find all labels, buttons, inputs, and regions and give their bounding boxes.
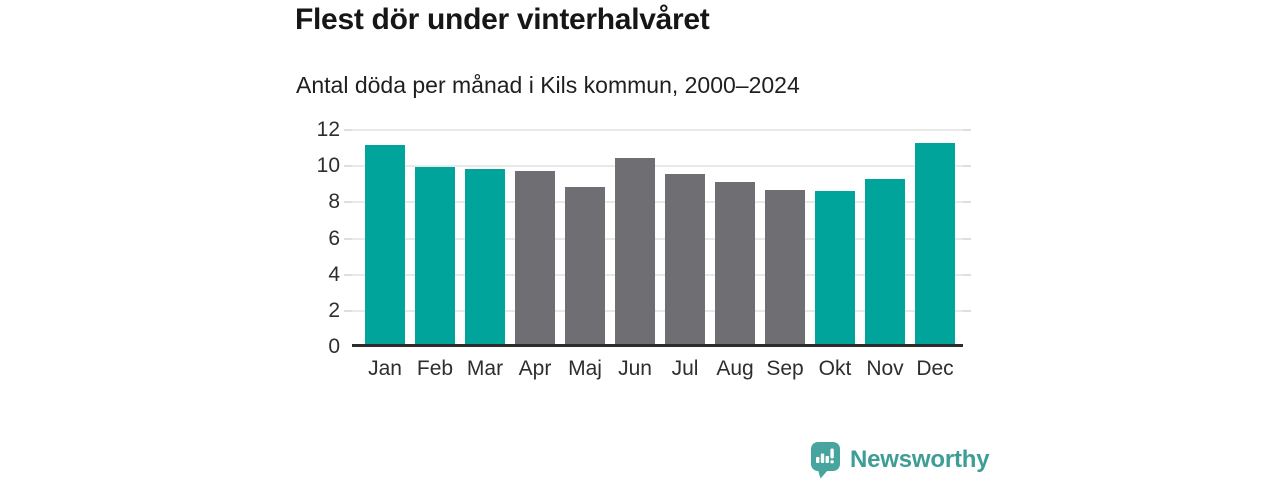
gridline-y12 [352, 129, 963, 131]
bar-aug [715, 182, 755, 344]
x-axis-label-jan: Jan [368, 357, 402, 380]
newsworthy-logo[interactable]: Newsworthy [810, 441, 990, 479]
bar-feb [415, 166, 455, 344]
x-axis-label-maj: Maj [568, 357, 602, 380]
y-axis-label-4: 4 [328, 262, 340, 286]
x-axis-label-apr: Apr [518, 357, 552, 380]
x-axis-label-jun: Jun [618, 357, 652, 380]
x-axis-label-feb: Feb [416, 357, 454, 380]
y-axis-label-12: 12 [316, 118, 340, 141]
y-axis-label-0: 0 [328, 335, 340, 358]
newsworthy-brand-text: Newsworthy [850, 446, 990, 473]
left-tick-y12 [344, 129, 352, 131]
x-axis-label-jul: Jul [671, 357, 699, 380]
bar-mar [465, 168, 505, 344]
bar-jan [365, 145, 405, 344]
bar-okt [815, 191, 855, 344]
right-tick-y10 [963, 165, 971, 168]
left-tick-y8 [344, 201, 352, 204]
left-tick-y10 [344, 165, 352, 168]
chart-subtitle: Antal döda per månad i Kils kommun, 2000… [296, 72, 800, 98]
bar-sep [765, 190, 805, 344]
left-tick-y6 [344, 237, 352, 240]
gridline-y2 [352, 309, 963, 312]
y-axis-label-8: 8 [328, 190, 340, 214]
gridline-y4 [352, 273, 963, 276]
x-axis-label-mar: Mar [466, 357, 504, 380]
y-axis-label-10: 10 [316, 154, 340, 178]
x-axis-label-nov: Nov [866, 357, 904, 380]
bar-jun [615, 157, 655, 344]
chart-title: Flest dör under vinterhalvåret [295, 3, 710, 36]
bar-maj [565, 186, 605, 344]
gridline-y10 [352, 165, 963, 168]
newsworthy-bar-chart-bubble-icon [811, 442, 840, 479]
left-tick-y4 [344, 273, 352, 276]
x-axis-label-dec: Dec [916, 357, 954, 380]
bar-apr [515, 171, 555, 344]
gridline-y6 [352, 237, 963, 240]
y-axis-label-2: 2 [328, 298, 340, 322]
left-tick-y2 [344, 309, 352, 312]
right-tick-y2 [963, 309, 971, 312]
bar-nov [865, 178, 905, 344]
right-tick-y6 [963, 237, 971, 240]
bar-jul [665, 174, 705, 344]
right-tick-y4 [963, 273, 971, 276]
x-axis-label-sep: Sep [766, 357, 804, 380]
x-axis-label-okt: Okt [818, 357, 852, 380]
right-tick-y12 [963, 129, 971, 131]
bar-dec [915, 143, 955, 344]
bar-chart-plot-area: 0 2 4 6 8 10 12 Jan Feb Mar Apr Maj Jun Jul Aug Sep Okt N… [317, 118, 971, 380]
y-axis-label-6: 6 [328, 226, 340, 250]
right-tick-y8 [963, 201, 971, 204]
gridline-y8 [352, 201, 963, 204]
x-axis-label-aug: Aug [716, 357, 754, 380]
